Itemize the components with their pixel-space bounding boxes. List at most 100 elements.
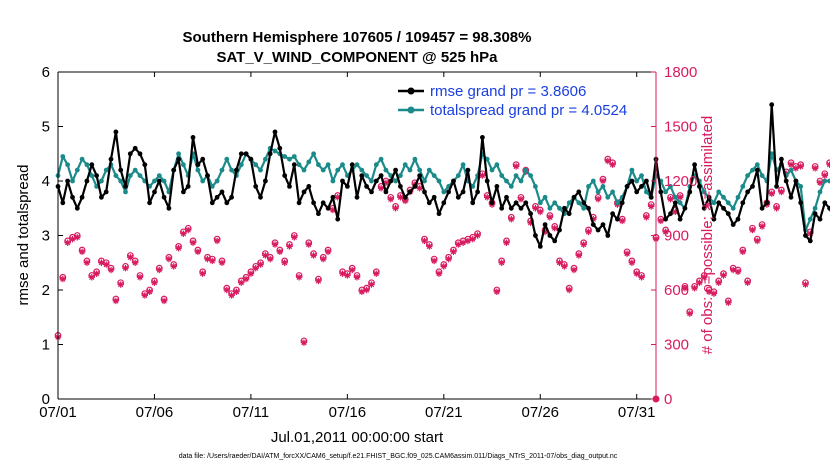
- obs-assimilated-marker: [778, 188, 785, 196]
- rmse-point: [740, 200, 746, 206]
- obs-assimilated-marker: [238, 279, 245, 286]
- obs-assimilated-marker: [739, 248, 747, 256]
- obs-assimilated-marker: [107, 266, 115, 274]
- totalspread-point: [209, 184, 215, 189]
- totalspread-point: [296, 162, 302, 168]
- rmse-point: [234, 167, 239, 173]
- totalspread-point: [253, 162, 259, 168]
- rmse-point: [195, 162, 201, 168]
- totalspread-point: [533, 184, 538, 189]
- rmse-point: [817, 216, 823, 222]
- legend: rmse grand pr = 3.8606 totalspread grand…: [398, 83, 627, 119]
- obs-assimilated-marker: [797, 163, 804, 170]
- obs-assimilated-marker: [209, 257, 216, 265]
- totalspread-point: [99, 178, 104, 184]
- obs-assimilated-marker: [628, 259, 636, 266]
- rmse-point: [595, 227, 601, 233]
- rmse-point: [258, 194, 263, 200]
- rmse-point: [147, 200, 153, 206]
- rmse-point: [455, 194, 461, 200]
- rmse-point: [571, 194, 577, 200]
- rmse-point: [504, 194, 509, 200]
- totalspread-point: [118, 178, 124, 184]
- rmse-point: [759, 205, 765, 211]
- totalspread-point: [224, 156, 230, 162]
- obs-assimilated-marker: [112, 297, 120, 305]
- totalspread-point: [542, 194, 548, 200]
- y-left-tick-label: 2: [42, 282, 50, 299]
- totalspread-point: [513, 173, 519, 179]
- totalspread-point: [677, 200, 683, 206]
- y-right-tick-label: 900: [664, 228, 689, 245]
- obs-assimilated-marker: [749, 226, 756, 234]
- totalspread-point: [759, 173, 765, 179]
- totalspread-point: [132, 167, 138, 173]
- totalspread-point: [282, 154, 288, 159]
- obs-assimilated-marker: [377, 185, 385, 192]
- totalspread-point: [60, 154, 66, 159]
- obs-assimilated-marker: [599, 177, 607, 185]
- totalspread-point: [822, 178, 828, 184]
- totalspread-point: [65, 162, 70, 168]
- rmse-point: [658, 189, 664, 195]
- x-tick-label: 07/31: [618, 404, 656, 421]
- totalspread-point: [807, 216, 813, 222]
- rmse-point: [518, 205, 524, 211]
- obs-assimilated-marker: [103, 261, 110, 268]
- obs-assimilated-marker: [271, 241, 279, 248]
- obs-assimilated-marker: [575, 252, 583, 259]
- rmse-point: [123, 184, 128, 189]
- legend-rmse-marker: [407, 87, 415, 95]
- rmse-point: [171, 167, 177, 173]
- obs-assimilated-marker: [508, 215, 515, 223]
- totalspread-point: [70, 178, 75, 184]
- data-file-footnote: data file: /Users/raeder/DAI/ATM_forcXX/…: [179, 453, 618, 460]
- rmse-point: [436, 211, 442, 217]
- rmse-point: [296, 200, 302, 206]
- rmse-point: [615, 216, 620, 222]
- rmse-point: [451, 178, 456, 184]
- totalspread-point: [615, 200, 620, 206]
- obs-assimilated-marker: [421, 237, 428, 245]
- rmse-point: [827, 205, 830, 211]
- totalspread-point: [827, 178, 830, 184]
- y-left-tick-label: 6: [42, 64, 50, 81]
- obs-assimilated-marker: [180, 230, 187, 237]
- obs-assimilated-marker: [450, 248, 457, 256]
- rmse-point: [552, 238, 558, 244]
- rmse-point: [272, 129, 278, 135]
- rmse-point: [562, 205, 567, 211]
- obs-assimilated-marker: [426, 243, 433, 250]
- rmse-point: [74, 205, 80, 211]
- obs-assimilated-marker: [310, 252, 317, 259]
- y-left-tick-label: 3: [42, 228, 50, 245]
- totalspread-point: [311, 151, 316, 157]
- totalspread-point: [422, 178, 427, 184]
- rmse-point: [513, 200, 519, 206]
- obs-assimilated-marker: [373, 270, 380, 277]
- obs-assimilated-marker: [247, 270, 255, 277]
- rmse-point: [629, 178, 635, 184]
- rmse-point: [316, 211, 321, 217]
- obs-assimilated-marker: [98, 259, 105, 266]
- rmse-point: [70, 194, 75, 200]
- totalspread-point: [238, 162, 244, 168]
- obs-assimilated-marker: [541, 228, 549, 236]
- rmse-point: [166, 205, 172, 211]
- rmse-point: [692, 162, 697, 168]
- rmse-point: [431, 194, 437, 200]
- obs-assimilated-marker: [590, 215, 597, 223]
- totalspread-point: [301, 167, 307, 173]
- totalspread-point: [74, 167, 80, 173]
- totalspread-point: [455, 173, 461, 179]
- obs-assimilated-marker: [816, 179, 824, 187]
- rmse-point: [798, 200, 804, 206]
- totalspread-point: [407, 167, 413, 173]
- totalspread-point: [494, 162, 500, 168]
- y-right-tick-label: 1200: [664, 173, 697, 190]
- rmse-point: [663, 216, 668, 222]
- rmse-point: [793, 178, 799, 184]
- totalspread-point: [369, 178, 374, 184]
- totalspread-point: [200, 178, 206, 184]
